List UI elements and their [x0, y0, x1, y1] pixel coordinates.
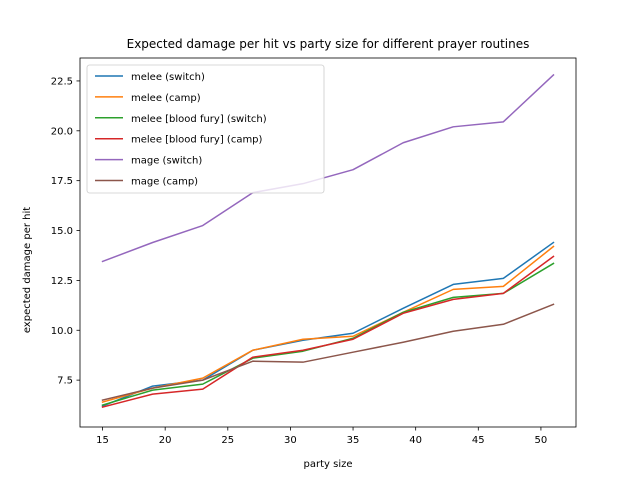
x-tick-label: 50 — [535, 435, 548, 446]
series-line-3 — [101, 255, 555, 408]
plot-area: 15 20 25 30 35 40 45 50 7.5 10.0 12.5 15.0 17.5 20.0 2… — [51, 57, 577, 446]
x-tick-label: 25 — [221, 435, 234, 446]
legend-label: melee [blood fury] (camp) — [131, 135, 263, 146]
y-axis-label: expected damage per hit — [22, 207, 33, 333]
legend-label: mage (switch) — [131, 156, 202, 167]
axes-frame — [79, 57, 577, 428]
y-tick-label: 12.5 — [51, 276, 73, 287]
x-tick-label: 35 — [347, 435, 360, 446]
series-line-5 — [101, 303, 555, 401]
x-tick-label: 30 — [284, 435, 297, 446]
legend-label: melee (camp) — [131, 93, 201, 104]
legend-box — [86, 64, 325, 194]
y-tick-label: 22.5 — [51, 76, 73, 87]
series-line-1 — [101, 245, 555, 403]
y-tick-label: 7.5 — [57, 376, 73, 387]
x-tick-label: 40 — [409, 435, 422, 446]
x-axis-label: party size — [304, 459, 353, 470]
y-tick-label: 10.0 — [51, 326, 73, 337]
legend-label: melee [blood fury] (switch) — [131, 114, 267, 125]
x-tick-label: 15 — [96, 435, 109, 446]
series-line-4 — [101, 73, 555, 263]
legend-label: melee (switch) — [131, 72, 205, 83]
legend: melee (switch) melee (camp) melee [blood f… — [86, 64, 325, 194]
y-tick-label: 15.0 — [51, 226, 73, 237]
chart-title: Expected damage per hit vs party size fo… — [127, 37, 530, 51]
y-tick-label: 17.5 — [51, 176, 73, 187]
legend-label: mage (camp) — [131, 177, 198, 188]
y-tick-label: 20.0 — [51, 126, 73, 137]
x-tick-label: 45 — [472, 435, 485, 446]
series-line-0 — [101, 241, 555, 408]
x-tick-label: 20 — [159, 435, 172, 446]
